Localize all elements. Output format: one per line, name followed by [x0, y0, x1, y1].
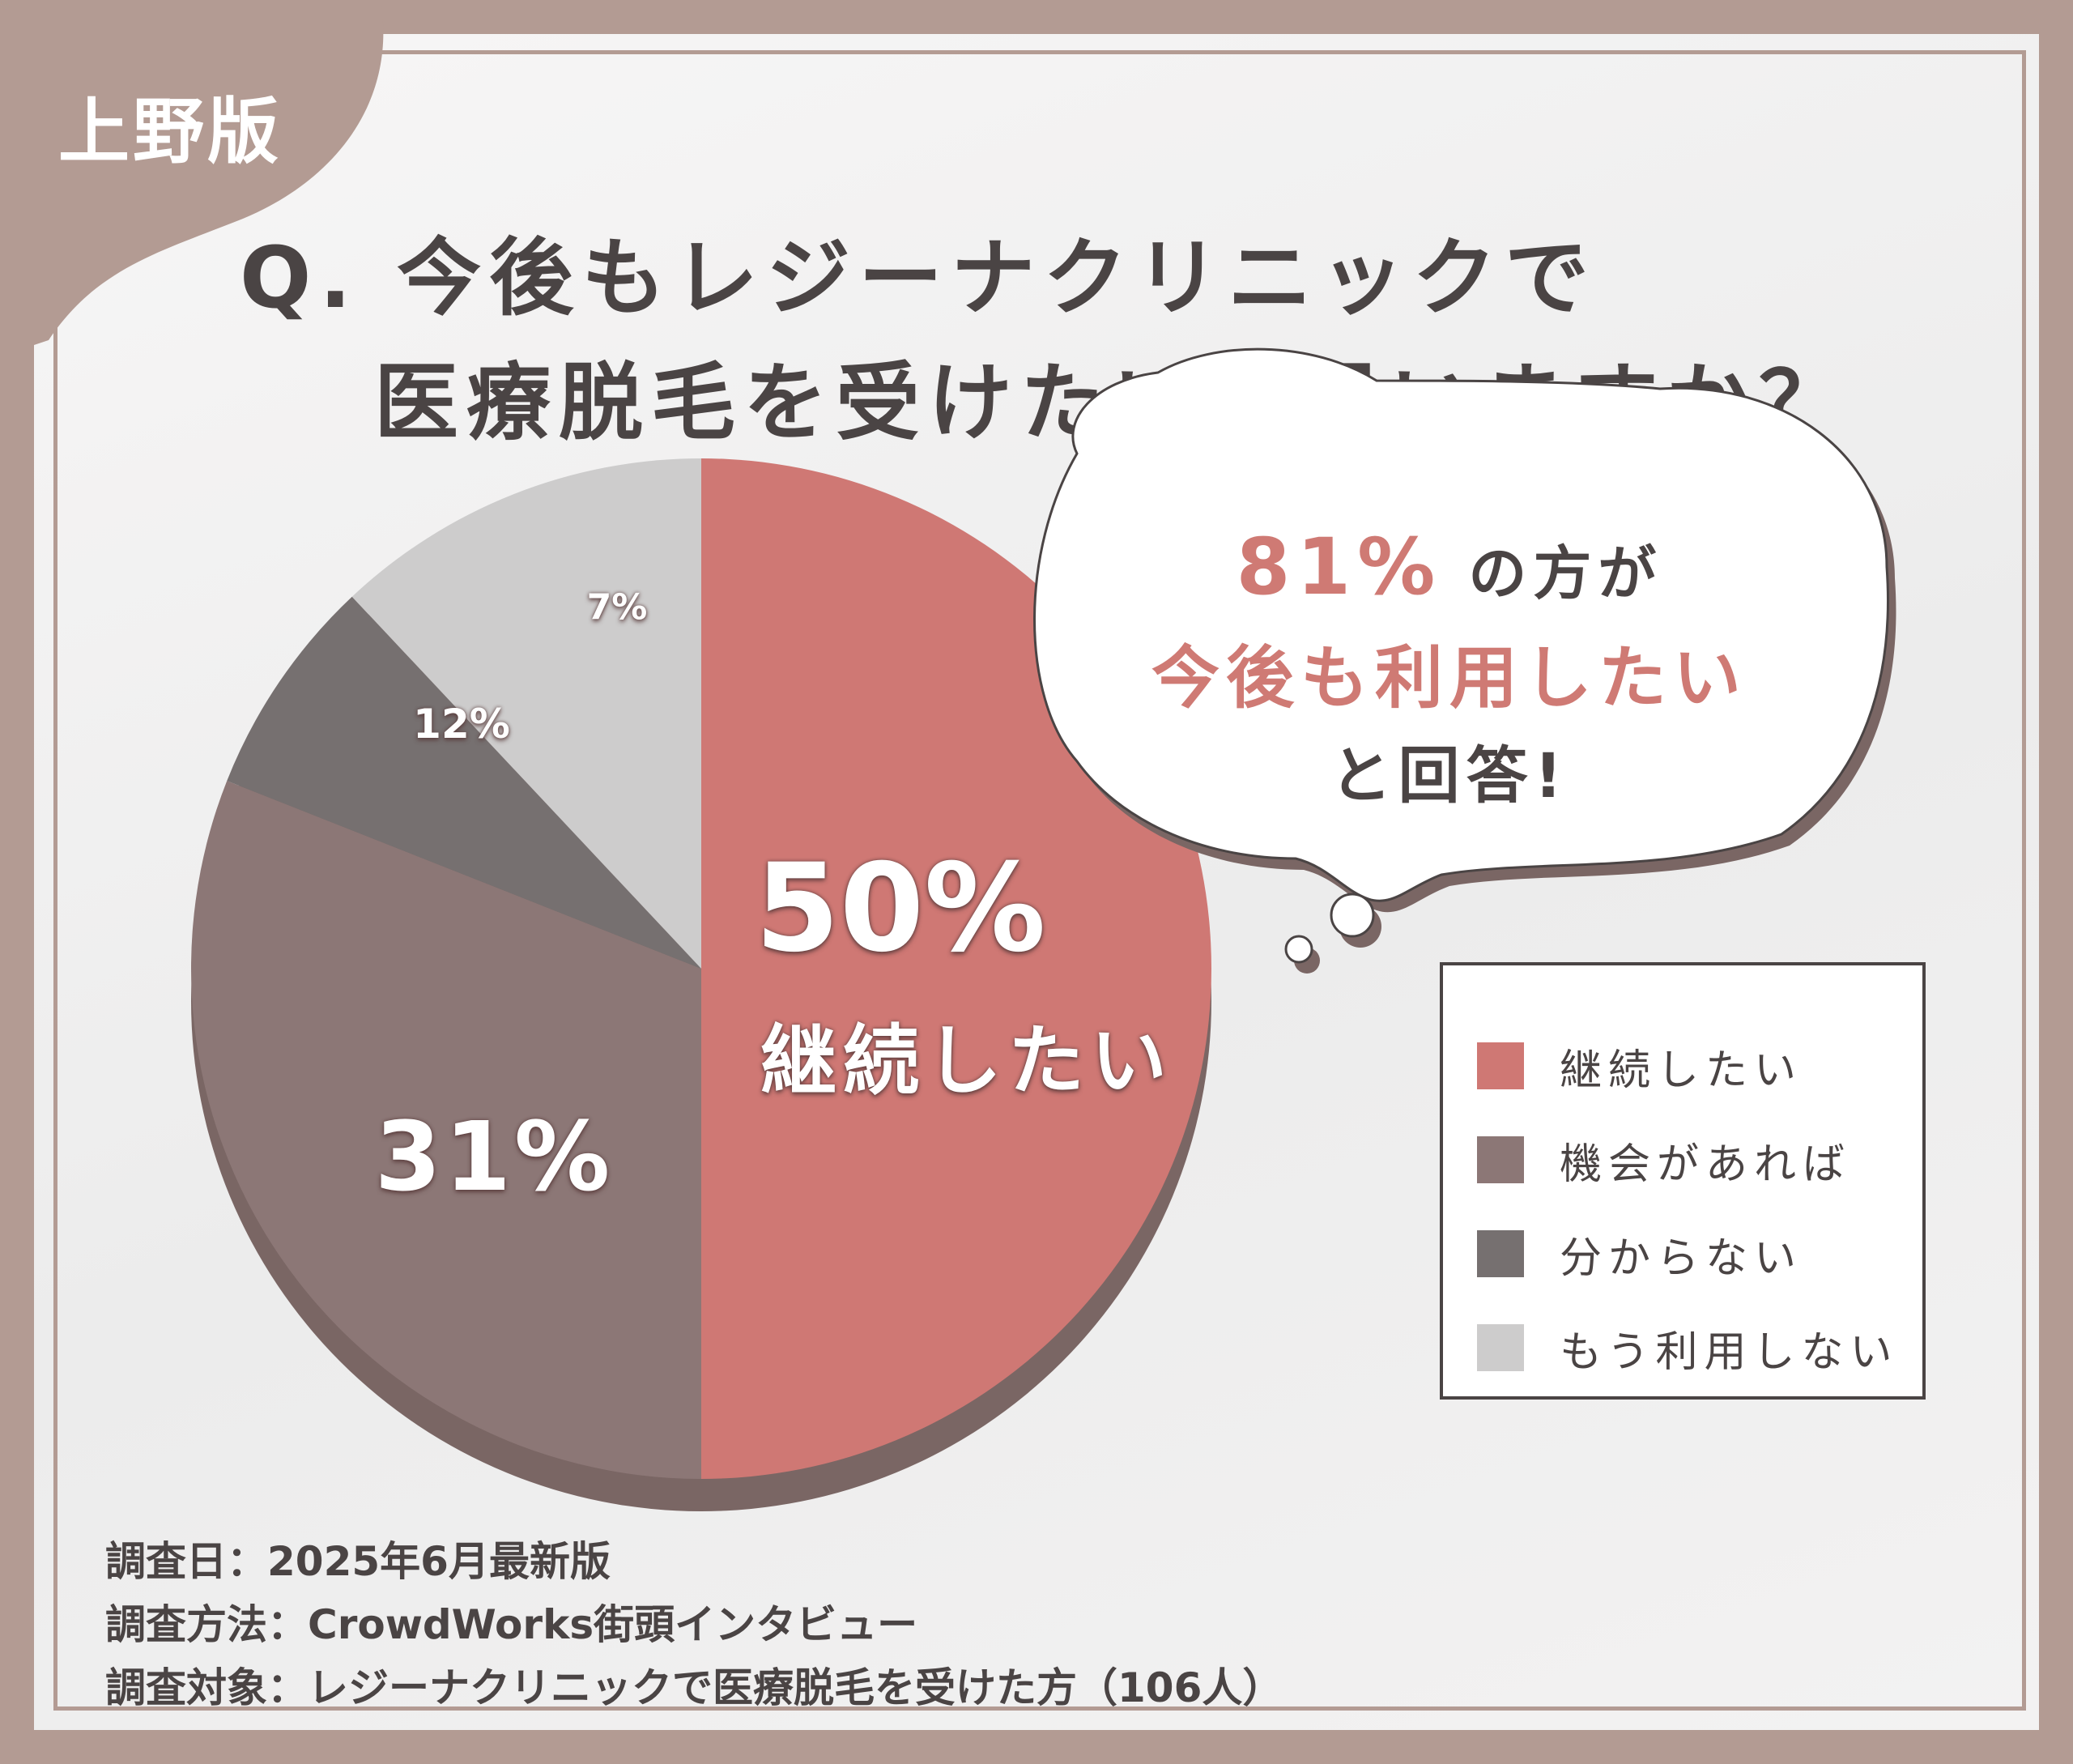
callout-line-1-suffix: の方が	[1441, 539, 1663, 607]
corner-tab	[0, 0, 384, 356]
survey-date: 調査日：2025年6月最新版	[105, 1538, 611, 1585]
slice-label-continue-percent: 50%	[755, 838, 1046, 979]
callout-line-2: 今後も利用したい	[1151, 638, 1748, 718]
legend-swatch	[1477, 1324, 1524, 1371]
pie-slice-2	[227, 596, 701, 969]
region-badge: 上野版	[58, 90, 283, 173]
survey-target: 調査対象：レジーナクリニックで医療脱毛を受けた方（106人）	[105, 1664, 1283, 1711]
legend-swatch	[1477, 1136, 1524, 1183]
callout-percent: 81%	[1236, 522, 1442, 612]
pie-slice-1	[190, 781, 701, 1479]
legend-item-no-more: もう利用しない	[1477, 1323, 1898, 1377]
legend-label: 継続したい	[1560, 1046, 1803, 1095]
slice-label-continue-name: 継続したい	[760, 1017, 1174, 1106]
legend-item-if-chance: 機会があれば	[1477, 1136, 1851, 1189]
pie-slice-3	[351, 458, 701, 969]
question-title-line-1: Q. 今後もレジーナクリニックで	[240, 228, 1598, 327]
chart-legend: 継続したい 機会があれば 分からない もう利用しない	[1440, 962, 1926, 1400]
slice-label-no-more-percent: 12%	[413, 701, 510, 748]
legend-swatch	[1477, 1042, 1524, 1089]
legend-label: 機会があれば	[1560, 1140, 1852, 1189]
legend-item-unsure: 分からない	[1477, 1229, 1803, 1283]
callout-line-1: 81% の方が	[1237, 522, 1663, 612]
callout-line-3: と回答!	[1330, 739, 1569, 812]
slice-label-if-chance-percent: 31%	[374, 1101, 614, 1212]
survey-method: 調査方法：CrowdWorks街頭インタビュー	[105, 1601, 918, 1648]
legend-label: もう利用しない	[1560, 1327, 1899, 1377]
slice-label-unsure-percent: 7%	[586, 586, 648, 628]
legend-item-continue: 継続したい	[1477, 1042, 1803, 1095]
legend-label: 分からない	[1560, 1234, 1803, 1283]
legend-swatch	[1477, 1230, 1524, 1277]
